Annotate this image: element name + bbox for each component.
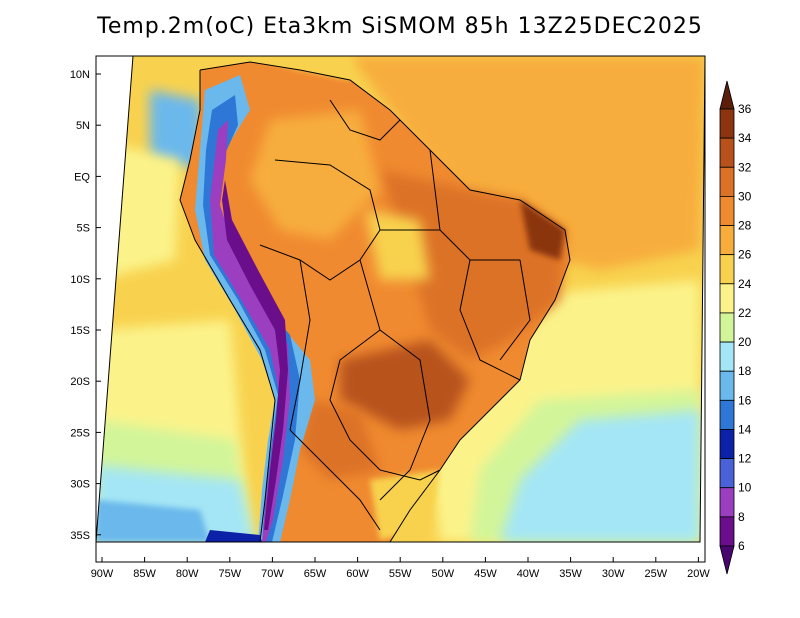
colorbar-swatch-7 [719,283,735,314]
colorbar-swatch-6 [719,254,735,285]
colorbar-swatch-8 [719,312,735,343]
warm-atlantic-north [350,56,705,270]
border-bolivia [289,259,311,431]
colorbar-swatch-9 [719,341,735,372]
colorbar-label-28: 28 [738,219,752,233]
lon-label-40w: 40W [517,568,540,580]
hot-northeast [380,170,565,360]
colorbar-bottom-arrow [719,545,735,575]
lat-label-5s: 5S [77,223,90,235]
border-para [429,149,520,261]
lon-label-35w: 35W [559,568,582,580]
colorbar-label-20: 20 [738,335,752,349]
map-title: Temp.2m(oC) Eta3km SiSMOM 85h 13Z25DEC20… [97,14,703,39]
lon-label-65w: 65W [304,568,327,580]
lon-label-80w: 80W [176,568,199,580]
colorbar-label-16: 16 [738,393,752,407]
lon-label-60w: 60W [346,568,369,580]
border-paraguay [329,329,381,471]
atlantic-coastline [199,61,571,542]
colorbar-swatch-2 [719,137,735,168]
uruguay-zone [370,470,440,540]
colorbar-swatch-12 [719,429,735,460]
lat-label-35s: 35S [70,530,90,542]
colorbar-swatch-5 [719,225,735,256]
lat-label-20s: 20S [70,376,90,388]
border-north [259,159,381,281]
colorbar-swatch-3 [719,166,735,197]
colorbar-swatch-4 [719,195,735,226]
lat-label-5n: 5N [76,120,90,132]
pacific-coastline [179,70,276,542]
equatorial-pacific [96,140,180,280]
amazon-warm [250,110,380,240]
colorbar-label-32: 32 [738,160,752,174]
lat-label-30s: 30S [70,479,90,491]
colorbar-swatch-11 [719,399,735,430]
lon-label-25w: 25W [644,568,667,580]
colorbar-label-24: 24 [738,277,752,291]
longitude-axis: 90W 85W 80W 75W 70W 65W 60W 55W 50W 45W 40W 35W 30W 2… [91,557,710,580]
andes-peak [222,180,288,530]
colorbar-label-10: 10 [738,481,752,495]
lat-label-15s: 15S [70,325,90,337]
colorbar-label-26: 26 [738,248,752,262]
southern-cold [205,530,262,542]
panama-bight-cool [150,90,205,170]
latitude-axis: 10N 5N EQ 5S 10S 15S 20S 25S 30S 35S [70,69,101,542]
colorbar-swatch-13 [719,458,735,489]
colorbar-swatch-14 [719,487,735,518]
lat-label-10s: 10S [70,274,90,286]
hottest-coast [520,200,565,260]
south-atlantic-cold [500,410,700,542]
border-goias [459,259,521,381]
colorbar-top-arrow [719,80,735,110]
lon-label-90w: 90W [91,568,114,580]
colorbar-label-34: 34 [738,131,752,145]
colorbar-label-30: 30 [738,189,752,203]
colorbar-swatch-10 [719,370,735,401]
central-brazil [365,210,430,280]
temperature-field [96,56,705,542]
colorbar-label-36: 36 [738,102,752,116]
borders [179,61,571,542]
border-west-brazil [359,259,431,501]
colorbar-label-18: 18 [738,364,752,378]
border-bahia [499,259,531,361]
lon-label-50w: 50W [431,568,454,580]
lon-label-70w: 70W [261,568,284,580]
hot-paraguay [340,340,470,430]
border-venezuela [329,99,401,141]
andes-coldest [210,120,290,542]
lon-label-85w: 85W [133,568,156,580]
lat-label-25s: 25S [70,427,90,439]
lon-label-30w: 30W [602,568,625,580]
colorbar-label-8: 8 [738,510,745,524]
lon-label-55w: 55W [389,568,412,580]
lat-label-eq: EQ [74,171,90,183]
lon-label-45w: 45W [474,568,497,580]
pacific-colder [96,500,210,542]
colorbar-label-6: 6 [738,539,745,553]
colorbar-swatch-1 [719,108,735,139]
colorbar-label-12: 12 [738,452,752,466]
lon-label-20w: 20W [687,568,710,580]
border-argentina [289,429,381,531]
lon-label-75w: 75W [218,568,241,580]
colorbar-label-14: 14 [738,422,752,436]
colorbar-label-22: 22 [738,306,752,320]
colorbar-swatch-15 [719,516,735,547]
colorbar: 36 34 32 30 28 26 24 22 20 18 16 14 12 10 8 6 [719,80,752,575]
border-uruguay [379,469,441,481]
lat-label-10n: 10N [70,69,90,81]
